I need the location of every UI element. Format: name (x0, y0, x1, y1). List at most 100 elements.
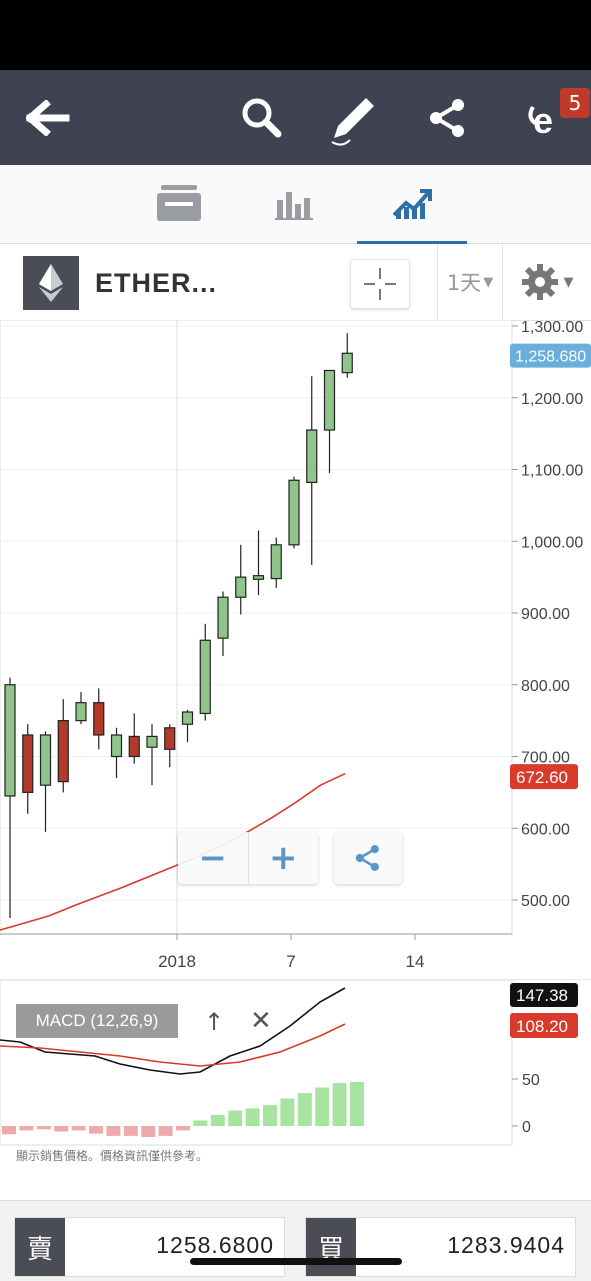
svg-text:e: e (533, 100, 553, 141)
search-icon (242, 98, 282, 137)
macd-line (0, 987, 346, 1075)
top-toolbar: e 5 (0, 70, 591, 165)
chevron-down-icon: ▼ (563, 274, 574, 290)
buy-label: 買 (306, 1218, 356, 1276)
x-tick-label: 7 (286, 952, 295, 971)
y-tick-label: 1,200.00 (521, 391, 583, 408)
zoom-out-button[interactable]: − (178, 832, 249, 884)
feed-icon (157, 185, 201, 221)
notifications-button[interactable]: e 5 (508, 70, 590, 165)
macd-histogram-bar (2, 1126, 16, 1135)
macd-histogram-bar (193, 1120, 208, 1126)
y-tick-label: 1,300.00 (521, 320, 583, 336)
search-button[interactable] (222, 70, 302, 165)
zoom-controls: − + (178, 832, 318, 884)
macd-value-label: 147.38 (516, 986, 568, 1005)
period-dropdown[interactable]: 1天 ▼ (437, 244, 503, 320)
macd-histogram-bar (297, 1093, 312, 1126)
x-tick-label: 14 (406, 952, 425, 971)
candle-body (22, 734, 34, 793)
macd-histogram-bar (158, 1126, 173, 1136)
y-tick-label: 1,000.00 (521, 534, 583, 551)
bar-chart-icon (275, 192, 313, 220)
ma-price-tag (510, 764, 578, 790)
signal-value-label: 108.20 (516, 1017, 568, 1036)
share-icon (355, 845, 379, 871)
tab-chart[interactable] (357, 165, 467, 244)
instrument-name: ETHER... (95, 268, 218, 298)
candle-body (57, 720, 69, 783)
macd-histogram-bar (36, 1126, 51, 1130)
sell-price: 1258.6800 (156, 1232, 274, 1258)
macd-histogram-bar (176, 1126, 190, 1131)
trend-chart-icon (392, 189, 432, 219)
tab-stats[interactable] (240, 165, 350, 243)
macd-histogram-bar (71, 1126, 86, 1131)
share-icon (430, 98, 464, 137)
candle-body (181, 711, 194, 725)
candle-body (252, 575, 265, 580)
macd-histogram-bar (19, 1126, 34, 1131)
candle-body (128, 735, 140, 758)
ma-price-label: 672.60 (516, 768, 568, 787)
candle-body (93, 702, 105, 736)
y-tick-label: 900.00 (521, 606, 570, 623)
x-tick-label: 2018 (158, 952, 196, 971)
y-tick-label: 500.00 (521, 893, 570, 910)
y-tick-label: 1,100.00 (521, 463, 583, 480)
chart-share-button[interactable] (334, 832, 402, 884)
tab-feed[interactable] (124, 165, 234, 243)
macd-histogram-bar (228, 1110, 243, 1126)
share-button[interactable] (408, 70, 488, 165)
current-price-tag (510, 343, 591, 368)
ethereum-icon (39, 264, 63, 302)
candle-body (199, 639, 211, 715)
move-up-icon[interactable]: ↑ (204, 1008, 225, 1036)
candle-body (217, 596, 229, 639)
sell-button[interactable]: 賣 1258.6800 (14, 1217, 285, 1277)
back-button[interactable] (8, 70, 88, 165)
macd-histogram-bar (245, 1108, 260, 1126)
macd-chart[interactable]: 147.38 108.20 50 0 (0, 980, 591, 1150)
macd-histogram-bar (280, 1098, 295, 1126)
zoom-in-button[interactable]: + (269, 838, 298, 878)
candle-body (110, 734, 123, 758)
crosshair-button[interactable] (350, 259, 410, 309)
y-tick-label: 600.00 (521, 821, 570, 838)
candle-body (75, 702, 87, 722)
candle-body (270, 544, 282, 580)
period-label: 1天 (446, 271, 482, 295)
edit-button[interactable] (314, 70, 394, 165)
macd-histogram-bar (54, 1126, 69, 1132)
view-tabs (0, 165, 591, 244)
instrument-bar: ETHER... 1天 ▼ ▼ (0, 244, 591, 321)
macd-histogram-bar (141, 1126, 156, 1137)
y-tick-label: 800.00 (521, 678, 570, 695)
close-icon[interactable]: ✕ (250, 1006, 272, 1036)
status-bar (0, 0, 591, 70)
candle-body (306, 429, 318, 484)
notification-badge: 5 (560, 88, 590, 118)
gear-icon (521, 264, 558, 300)
macd-histogram-bar (263, 1105, 277, 1126)
buy-price: 1283.9404 (447, 1232, 565, 1258)
macd-indicator-label[interactable]: MACD (12,26,9) (16, 1004, 178, 1038)
macd-histogram-bar (315, 1087, 330, 1126)
plot-area (0, 320, 513, 935)
macd-histogram-bar (210, 1115, 225, 1126)
etoro-logo-icon: e (528, 100, 553, 141)
candle-body (39, 734, 52, 786)
candle-body (4, 684, 16, 797)
back-arrow-icon (26, 99, 70, 136)
settings-dropdown[interactable]: ▼ (502, 244, 591, 320)
candle-body (341, 352, 353, 374)
sell-label: 賣 (15, 1218, 65, 1276)
current-price-label: 1,258.680 (515, 349, 586, 366)
buy-button[interactable]: 買 1283.9404 (305, 1217, 576, 1277)
chevron-down-icon: ▼ (483, 274, 494, 290)
trade-footer: 賣 1258.6800 買 1283.9404 (0, 1200, 591, 1281)
instrument-logo (23, 256, 79, 310)
moving-average-line (0, 772, 346, 931)
price-chart[interactable]: 1,300.00 1,200.00 1,100.00 1,000.00 900.00 80… (0, 320, 591, 980)
macd-histogram-bar (106, 1126, 121, 1136)
